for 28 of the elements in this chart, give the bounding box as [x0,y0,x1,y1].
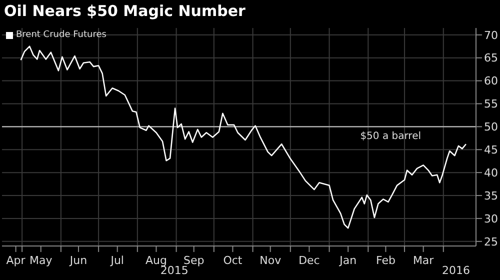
y-tick-label: 40 [484,166,498,180]
x-tick-label: Aug [145,254,167,267]
x-tick-label: Nov [260,254,282,267]
x-tick-label: Mar [412,254,434,267]
y-tick-label: 70 [484,28,498,42]
y-tick-label: 35 [484,189,498,202]
x-tick-label: Feb [376,254,396,267]
chart-title: Oil Nears $50 Magic Number [3,1,246,22]
y-tick-label: 25 [484,235,498,248]
x-tick-label: Dec [298,254,320,267]
x-tick-label: Sep [183,254,204,267]
x-tick-label: Jun [68,254,88,267]
x-tick-label: Apr [6,254,26,267]
y-tick-label: 30 [484,212,498,226]
y-tick-label: 55 [484,98,498,111]
x-tick-label: Jul [110,254,124,267]
legend-label: Brent Crude Futures [16,30,106,40]
x-tick-label: Oct [223,254,243,267]
x-tick-label: Jan [338,254,357,267]
y-tick-label: 65 [484,52,498,65]
ref-line-label: $50 a barrel [360,130,421,142]
y-tick-label: 60 [484,74,498,88]
text: 2016 [442,264,470,277]
text: 2015 [160,264,188,277]
line-series [20,46,467,229]
x-tick-label: May [30,254,53,267]
y-tick-label: 50 [484,120,498,134]
y-tick-label: 45 [484,144,498,157]
